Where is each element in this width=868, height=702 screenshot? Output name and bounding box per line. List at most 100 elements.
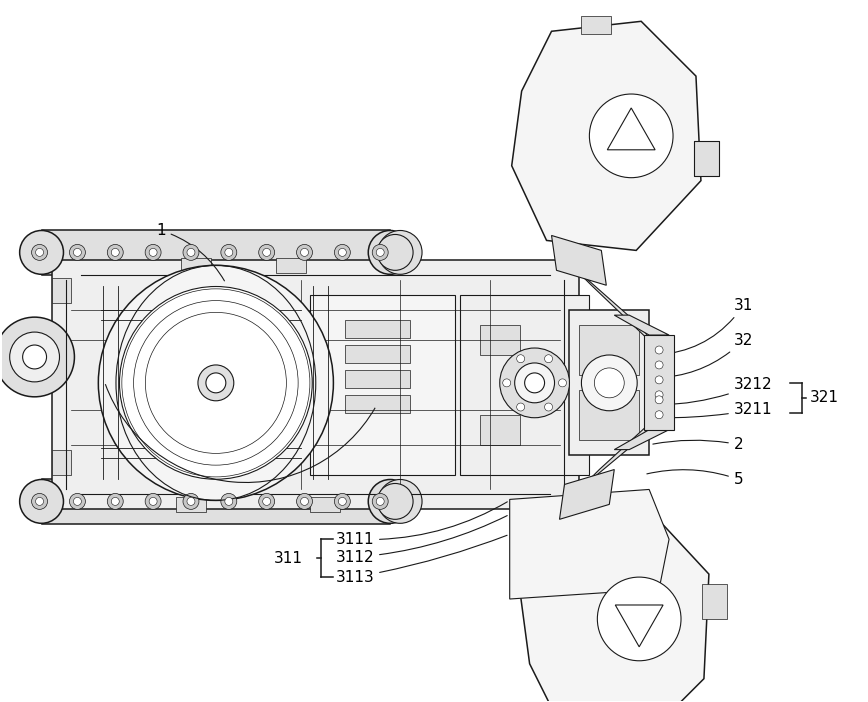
Circle shape — [149, 249, 157, 256]
Circle shape — [31, 244, 48, 260]
Circle shape — [372, 494, 388, 510]
Circle shape — [300, 249, 308, 256]
Bar — [51, 278, 71, 303]
Bar — [176, 498, 206, 512]
Circle shape — [339, 498, 346, 505]
Bar — [51, 260, 580, 510]
Circle shape — [69, 494, 85, 510]
Polygon shape — [551, 235, 607, 285]
Circle shape — [655, 361, 663, 369]
Polygon shape — [571, 265, 659, 350]
Circle shape — [595, 368, 624, 398]
Circle shape — [259, 494, 274, 510]
Text: 321: 321 — [810, 390, 838, 405]
Circle shape — [655, 346, 663, 354]
Circle shape — [69, 244, 85, 260]
Text: 3112: 3112 — [335, 515, 507, 564]
Bar — [480, 325, 520, 355]
Circle shape — [187, 249, 195, 256]
Circle shape — [206, 373, 226, 393]
Circle shape — [120, 286, 312, 479]
Circle shape — [225, 249, 233, 256]
Circle shape — [198, 365, 233, 401]
Circle shape — [297, 244, 312, 260]
Polygon shape — [615, 605, 663, 647]
Circle shape — [108, 244, 123, 260]
Circle shape — [655, 396, 663, 404]
Bar — [644, 335, 674, 430]
Circle shape — [516, 355, 524, 363]
Polygon shape — [512, 21, 701, 251]
Circle shape — [378, 230, 422, 274]
Circle shape — [20, 479, 63, 523]
Polygon shape — [580, 415, 659, 489]
Polygon shape — [615, 430, 669, 449]
Circle shape — [544, 355, 553, 363]
Circle shape — [183, 494, 199, 510]
Text: 311: 311 — [273, 550, 303, 566]
Circle shape — [544, 403, 553, 411]
Bar — [311, 296, 455, 475]
Circle shape — [36, 249, 43, 256]
Polygon shape — [560, 470, 615, 519]
Circle shape — [108, 494, 123, 510]
Circle shape — [10, 332, 60, 382]
Circle shape — [334, 244, 351, 260]
Polygon shape — [608, 108, 655, 150]
Circle shape — [378, 484, 413, 519]
Text: 5: 5 — [647, 470, 743, 487]
Circle shape — [220, 244, 237, 260]
Circle shape — [368, 479, 412, 523]
Circle shape — [376, 249, 385, 256]
Text: 3212: 3212 — [661, 378, 773, 405]
Circle shape — [225, 498, 233, 505]
Bar — [460, 296, 589, 475]
Circle shape — [74, 498, 82, 505]
Circle shape — [145, 244, 161, 260]
Text: 3211: 3211 — [659, 402, 773, 418]
Circle shape — [334, 494, 351, 510]
Circle shape — [378, 234, 413, 270]
Circle shape — [589, 94, 673, 178]
Circle shape — [368, 230, 412, 274]
Circle shape — [0, 317, 75, 397]
Circle shape — [516, 403, 524, 411]
Circle shape — [524, 373, 544, 393]
Circle shape — [582, 355, 637, 411]
Bar — [345, 345, 410, 363]
Circle shape — [183, 244, 199, 260]
Text: 3113: 3113 — [335, 535, 507, 585]
Text: 31: 31 — [657, 298, 753, 355]
Bar — [480, 415, 520, 444]
Bar — [702, 584, 727, 619]
Circle shape — [655, 411, 663, 418]
Circle shape — [503, 379, 510, 387]
Circle shape — [376, 498, 385, 505]
Circle shape — [111, 498, 119, 505]
Circle shape — [297, 494, 312, 510]
Circle shape — [111, 249, 119, 256]
Circle shape — [339, 249, 346, 256]
Bar — [345, 370, 410, 388]
Circle shape — [378, 479, 422, 523]
Circle shape — [655, 391, 663, 399]
Polygon shape — [520, 505, 709, 702]
Bar — [51, 449, 71, 475]
Bar — [569, 310, 649, 455]
Text: 2: 2 — [653, 437, 743, 452]
Text: 3111: 3111 — [335, 502, 507, 547]
Circle shape — [300, 498, 308, 505]
Text: 1: 1 — [156, 223, 225, 281]
Bar — [181, 258, 211, 273]
Polygon shape — [42, 479, 391, 524]
Bar — [694, 141, 719, 176]
Circle shape — [145, 494, 161, 510]
Polygon shape — [42, 230, 391, 275]
Polygon shape — [510, 489, 669, 599]
Circle shape — [187, 498, 195, 505]
Circle shape — [23, 345, 47, 369]
Bar — [311, 498, 340, 512]
Circle shape — [263, 249, 271, 256]
Bar — [580, 325, 639, 375]
Circle shape — [36, 498, 43, 505]
